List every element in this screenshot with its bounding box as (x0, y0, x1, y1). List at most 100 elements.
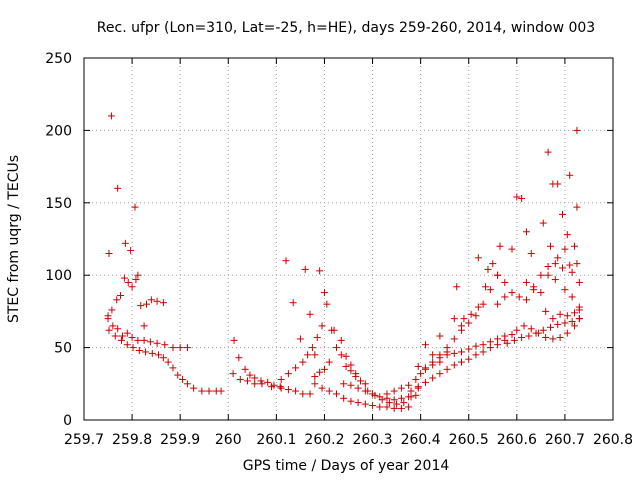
data-point (292, 387, 300, 395)
data-point (563, 231, 571, 239)
data-point (354, 399, 362, 407)
data-point (124, 278, 132, 286)
data-point (153, 297, 161, 305)
data-point (443, 351, 451, 359)
data-point (421, 364, 429, 372)
data-point (474, 303, 482, 311)
data-point (573, 203, 581, 211)
data-point (549, 335, 557, 343)
data-point (518, 333, 526, 341)
data-point (146, 338, 154, 346)
data-point (525, 332, 533, 340)
data-point (258, 380, 266, 388)
data-point (484, 265, 492, 273)
x-tick-label: 260.7 (545, 432, 585, 448)
data-point (306, 390, 314, 398)
data-point (508, 289, 516, 297)
data-point (332, 390, 340, 398)
data-point (436, 370, 444, 378)
data-point (397, 384, 405, 392)
data-point (503, 339, 511, 347)
data-point (460, 315, 468, 323)
data-point (390, 404, 398, 412)
data-point (544, 148, 552, 156)
data-point (530, 283, 538, 291)
data-point (566, 171, 574, 179)
data-point (546, 323, 554, 331)
data-point (573, 260, 581, 268)
data-point (390, 396, 398, 404)
data-point (148, 349, 156, 357)
y-tick-label: 0 (63, 413, 72, 429)
data-point (169, 344, 177, 352)
data-point (568, 268, 576, 276)
data-point (230, 336, 238, 344)
data-point (140, 322, 148, 330)
data-point (383, 390, 391, 398)
data-point (183, 344, 191, 352)
data-point (264, 378, 272, 386)
data-point (292, 364, 300, 372)
data-point (164, 358, 172, 366)
data-point (436, 354, 444, 362)
data-point (140, 336, 148, 344)
data-point (318, 384, 326, 392)
data-point (320, 289, 328, 297)
data-point (364, 387, 372, 395)
data-point (421, 341, 429, 349)
data-point (105, 326, 113, 334)
data-point (546, 242, 554, 250)
data-point (472, 312, 480, 320)
data-point (123, 329, 131, 337)
data-point (128, 283, 136, 291)
data-point (412, 375, 420, 383)
data-point (299, 390, 307, 398)
data-point (429, 374, 437, 382)
data-point (537, 271, 545, 279)
data-point (450, 315, 458, 323)
data-point (522, 296, 530, 304)
data-point (486, 286, 494, 294)
data-point (376, 403, 384, 411)
data-point (347, 397, 355, 405)
data-point (159, 299, 167, 307)
data-point (169, 364, 177, 372)
x-axis-ticks: 259.7 259.8 259.9 260 260.1 260.2 260.3 260.4 26… (64, 58, 633, 448)
data-point (539, 326, 547, 334)
data-point (131, 203, 139, 211)
data-point (357, 377, 365, 385)
data-point (573, 126, 581, 134)
data-point (551, 276, 559, 284)
data-point (549, 315, 557, 323)
x-tick-label: 259.9 (160, 432, 200, 448)
data-point (421, 378, 429, 386)
data-point (276, 383, 284, 391)
data-point (450, 335, 458, 343)
data-point (486, 338, 494, 346)
data-point (450, 361, 458, 369)
data-point (268, 383, 276, 391)
data-point (318, 322, 326, 330)
data-point (575, 315, 583, 323)
data-point (121, 239, 129, 247)
data-point (142, 348, 150, 356)
data-point (479, 341, 487, 349)
data-point (472, 342, 480, 350)
data-point (563, 329, 571, 337)
data-point (251, 380, 259, 388)
data-point (337, 336, 345, 344)
data-point (458, 322, 466, 330)
data-point (575, 306, 583, 314)
x-tick-label: 260.5 (449, 432, 489, 448)
data-point (153, 339, 161, 347)
x-tick-label: 260.8 (593, 432, 633, 448)
data-point (501, 278, 509, 286)
data-point (522, 228, 530, 236)
data-point (465, 345, 473, 353)
data-point (135, 346, 143, 354)
data-point (479, 348, 487, 356)
data-point (235, 354, 243, 362)
data-point (494, 271, 502, 279)
data-point (390, 387, 398, 395)
data-point (306, 310, 314, 318)
